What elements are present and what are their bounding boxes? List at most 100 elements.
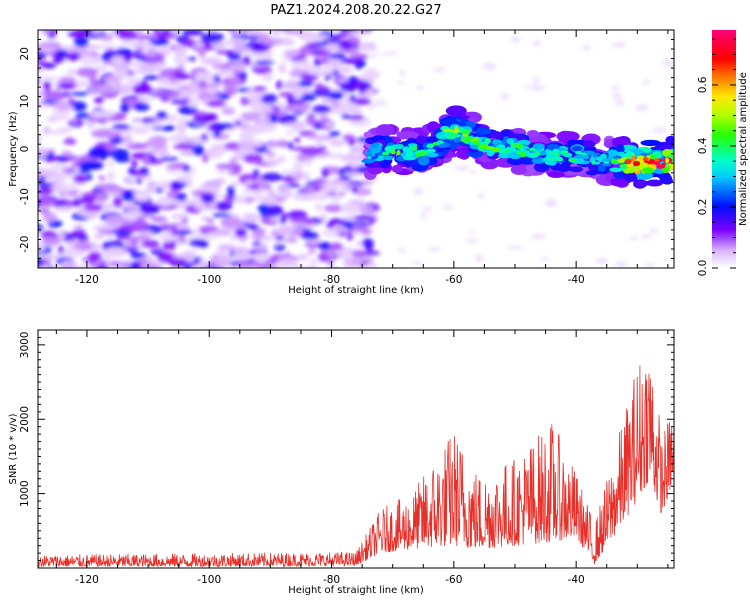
noise-blob (110, 136, 124, 145)
noise-blob (212, 74, 221, 85)
signal-blob (513, 143, 520, 147)
noise-blob (211, 64, 233, 70)
noise-blob (257, 203, 270, 214)
noise-blob (61, 150, 71, 156)
noise-blob (234, 24, 245, 30)
noise-blob (130, 262, 143, 268)
noise-blob (301, 183, 324, 193)
noise-blob (193, 42, 204, 48)
noise-blob (358, 85, 366, 93)
signal-blob (454, 126, 459, 131)
x-tick-label: -100 (197, 274, 221, 286)
noise-blob (73, 174, 89, 184)
signal-blob (646, 179, 663, 187)
signal-blob (571, 145, 583, 152)
colorbar: 0.0 0.2 0.4 0.6 Normalized spectral amplitu… (697, 30, 749, 276)
noise-blob (330, 91, 344, 100)
noise-blob (104, 240, 125, 250)
noise-blob (42, 187, 54, 194)
noise-blob (65, 52, 81, 62)
noise-blob (544, 199, 557, 207)
noise-blob (75, 79, 91, 88)
noise-blob (349, 36, 361, 46)
signal-blob (532, 143, 545, 150)
noise-blob (92, 224, 116, 231)
signal-blob (556, 163, 572, 173)
noise-blob (138, 62, 158, 74)
y-tick-label: 0 (19, 146, 31, 153)
noise-blob (175, 192, 187, 202)
signal-blob (595, 156, 604, 161)
noise-blob (243, 153, 264, 164)
signal-blob (609, 167, 624, 173)
noise-blob (185, 177, 193, 188)
noise-blob (293, 91, 303, 100)
noise-blob (146, 48, 157, 58)
noise-blob (66, 68, 78, 77)
noise-blob (258, 196, 278, 204)
noise-blob (642, 79, 650, 86)
noise-blob (173, 53, 189, 65)
signal-blob (504, 149, 510, 154)
noise-blob (409, 261, 426, 265)
noise-blob (203, 183, 221, 189)
noise-blob (349, 47, 360, 57)
noise-blob (532, 40, 542, 47)
noise-blob (61, 248, 85, 258)
noise-blob (206, 100, 225, 107)
noise-blob (135, 192, 151, 201)
noise-blob (191, 136, 204, 147)
noise-blob (158, 46, 172, 55)
noise-blob (38, 30, 39, 33)
noise-blob (282, 50, 300, 58)
noise-blob (215, 123, 235, 129)
noise-blob (433, 67, 446, 73)
noise-blob (262, 73, 274, 82)
noise-blob (341, 155, 364, 160)
noise-blob (345, 80, 370, 88)
noise-blob (40, 76, 59, 81)
noise-blob (240, 131, 255, 141)
noise-blob (125, 210, 139, 221)
noise-blob (212, 256, 232, 268)
signal-blob (396, 150, 401, 156)
colorbar-label: Normalized spectral amplitude (738, 72, 749, 226)
noise-blob (300, 93, 316, 102)
signal-blob (624, 158, 632, 164)
noise-blob (182, 250, 194, 260)
noise-blob (277, 30, 286, 31)
noise-blob (398, 247, 406, 253)
noise-blob (338, 101, 357, 111)
noise-blob (353, 215, 375, 221)
noise-blob (93, 84, 115, 94)
noise-blob (478, 192, 485, 200)
noise-blob (343, 256, 363, 267)
noise-blob (38, 76, 41, 86)
noise-blob (51, 163, 69, 170)
noise-blob (482, 63, 497, 70)
noise-blob (135, 177, 143, 185)
noise-blob (176, 122, 187, 133)
noise-blob (57, 83, 77, 90)
noise-blob (72, 166, 81, 176)
signal-blob (461, 129, 471, 135)
noise-blob (356, 93, 376, 98)
signal-blob (665, 135, 674, 145)
noise-blob (261, 172, 284, 182)
noise-blob (40, 264, 50, 268)
noise-blob (131, 159, 138, 168)
noise-blob (307, 43, 317, 49)
noise-blob (373, 99, 388, 107)
noise-blob (136, 259, 148, 264)
x-tick-label: -60 (445, 574, 462, 586)
noise-blob (615, 261, 628, 268)
noise-blob (112, 197, 123, 208)
noise-blob (652, 127, 667, 133)
noise-blob (200, 193, 215, 204)
noise-blob (305, 116, 318, 126)
noise-blob (328, 140, 352, 145)
noise-blob (170, 213, 190, 220)
noise-blob (242, 213, 260, 224)
signal-blob (577, 158, 585, 163)
noise-blob (82, 256, 91, 263)
